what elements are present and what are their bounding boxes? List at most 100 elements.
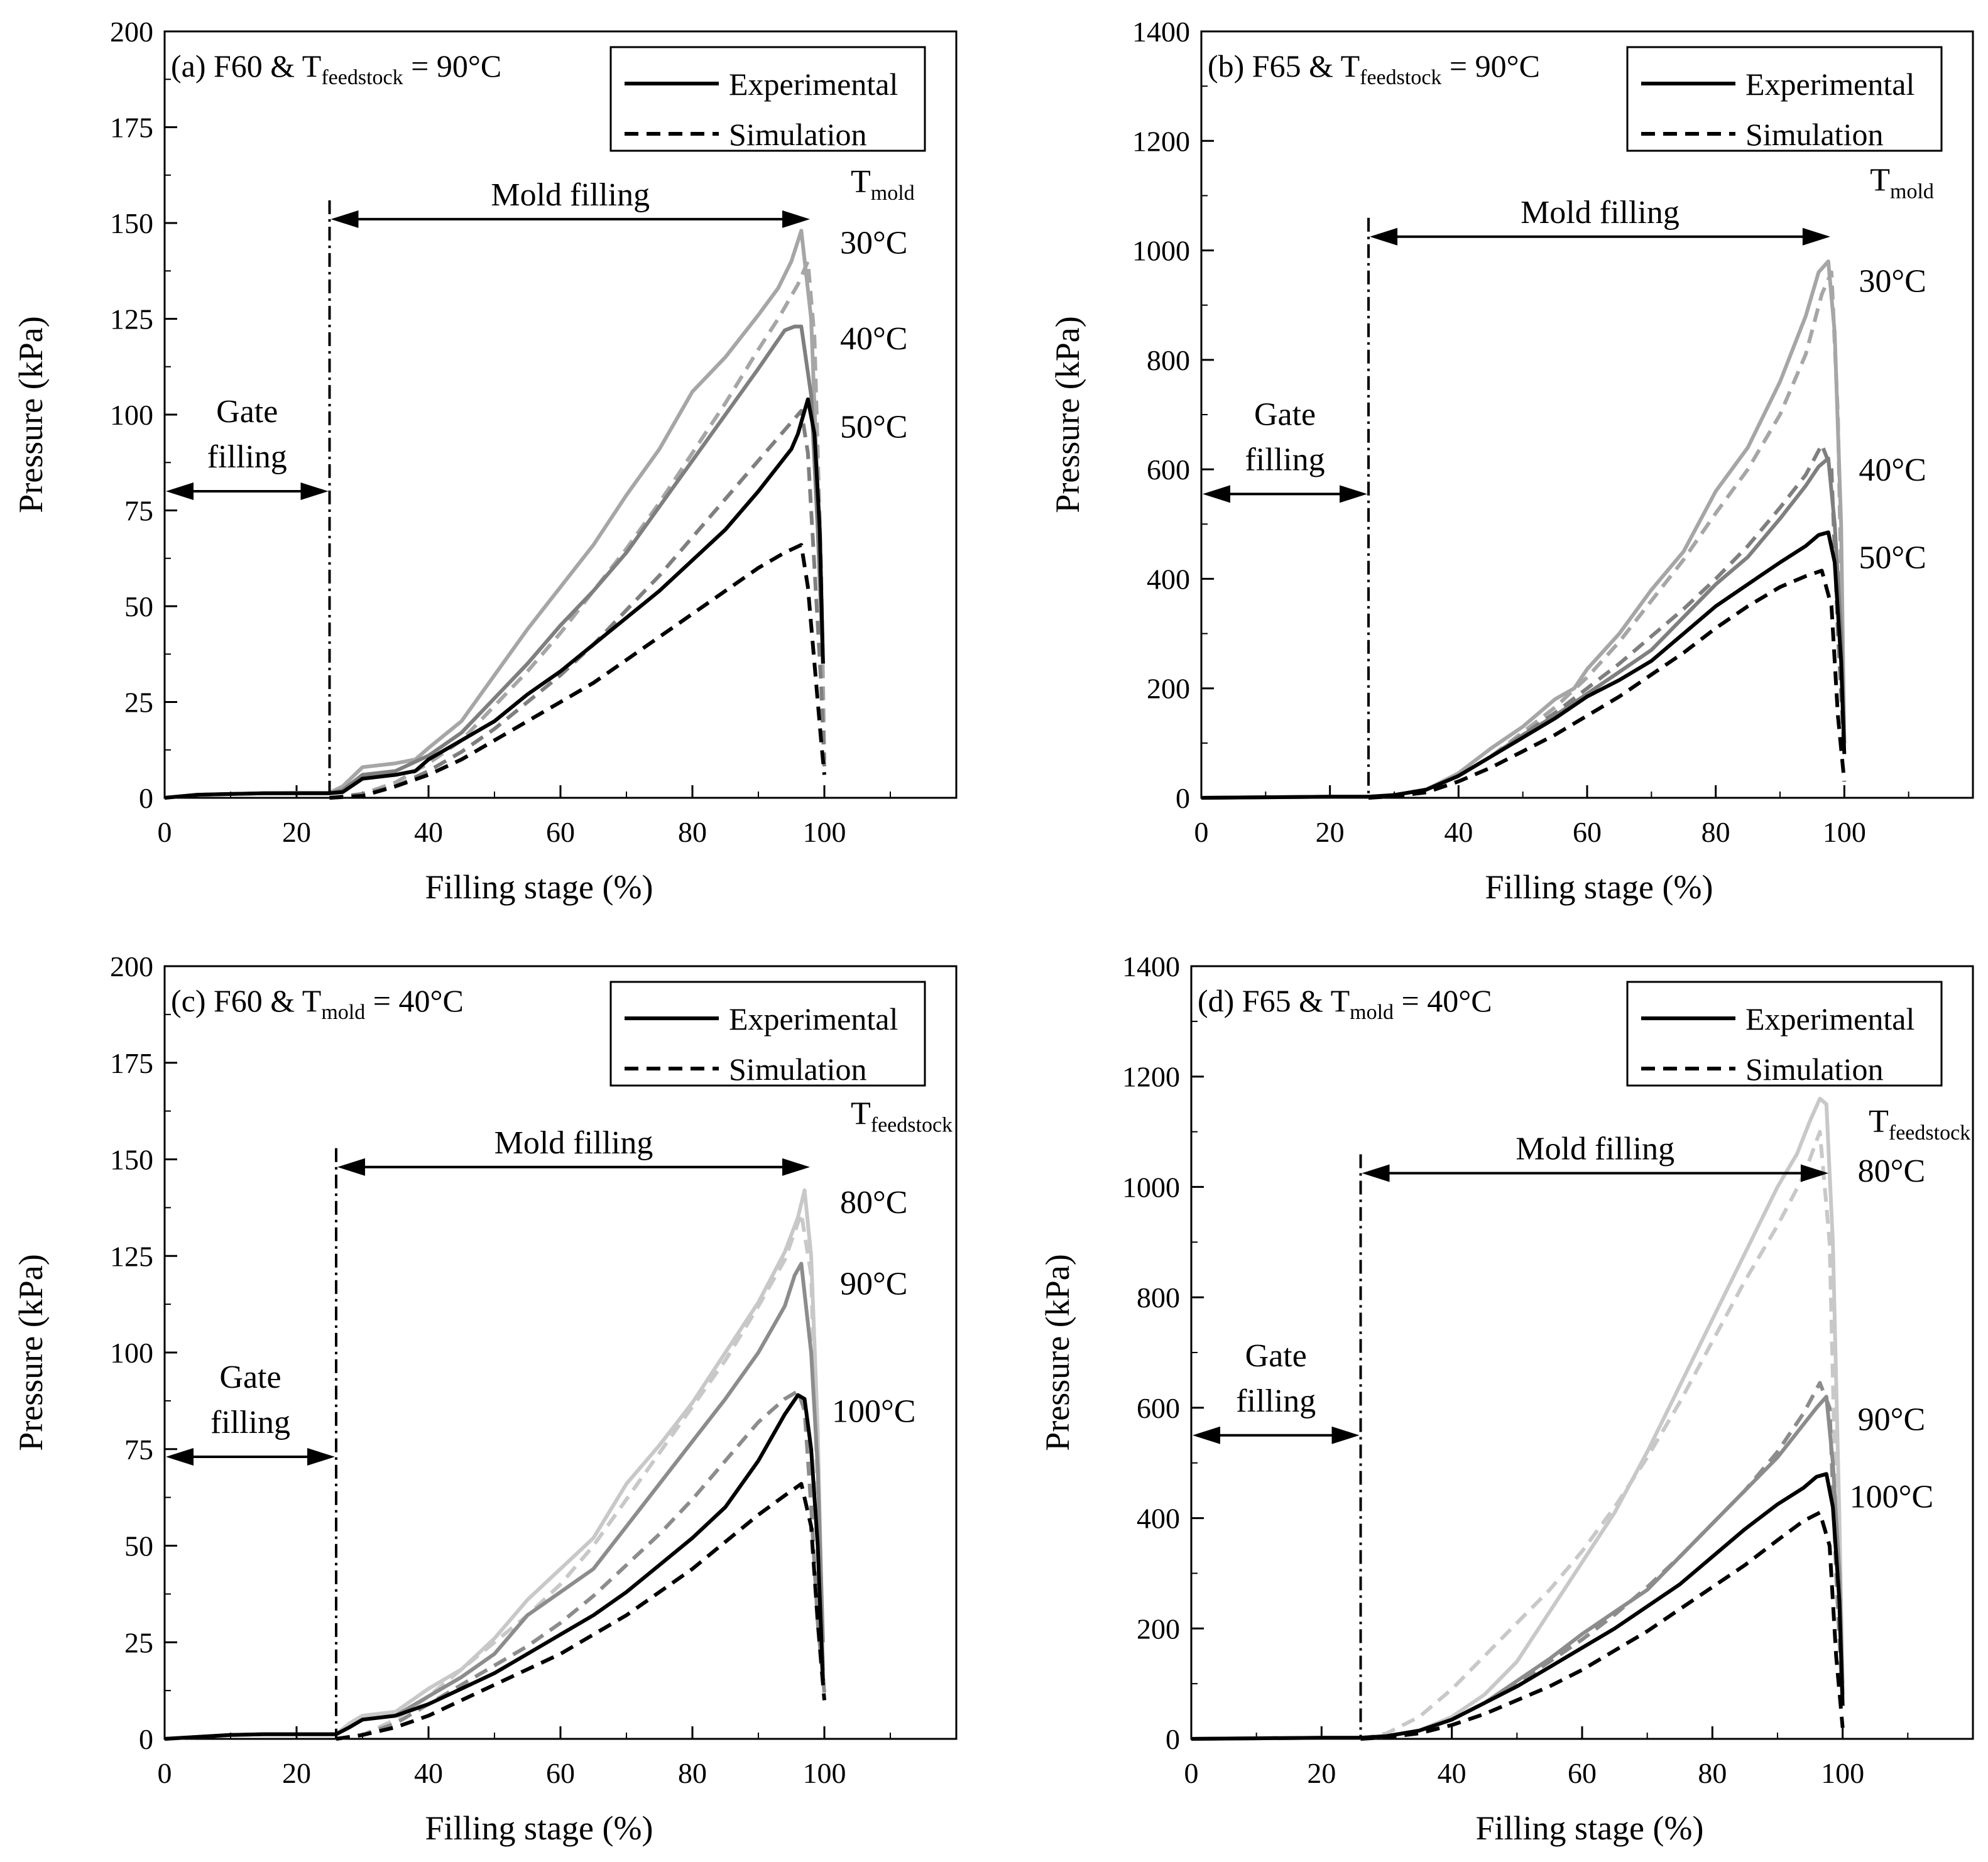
panel-b-title-rest: = 90°C [1441,48,1540,84]
panel-d-title-rest: = 40°C [1394,983,1492,1018]
panel-b-y-tick-label: 1400 [1132,16,1190,48]
panel-a-gate-arrow-head-right [300,482,329,500]
panel-d-y-tick-label: 1400 [1122,950,1180,983]
panel-b-x-tick-label: 0 [1194,816,1209,848]
panel-d-mold-arrow-head-right [1800,1164,1828,1182]
panel-a-x-tick-label: 100 [803,816,846,848]
panel-d-y-tick-label: 1200 [1122,1061,1180,1093]
panel-d-gate-arrow-head-left [1193,1426,1220,1444]
panel-a-series-simulation-40C [329,408,826,800]
panel-a-series-label: 30°C [840,226,907,261]
panel-a-y-tick-label: 75 [124,495,153,527]
panel-a-mold-label: Mold filling [491,177,650,213]
panel-c-y-tick-label: 200 [110,950,153,983]
panel-b-y-tick-label: 0 [1176,782,1190,814]
panel-d-title-subscript: mold [1350,1001,1394,1024]
panel-b-group-label: Tmold [1870,162,1934,203]
panel-a-legend-label-experimental: Experimental [729,67,898,102]
panel-c-y-tick-label: 25 [124,1626,153,1658]
panel-d-series-simulation-80C [1360,1130,1845,1741]
panel-d-group-label-main: T [1869,1104,1889,1140]
panel-c-legend-label-simulation: Simulation [729,1052,866,1087]
panel-c-y-tick-label: 50 [124,1530,153,1562]
panel-b-title-main: (b) F65 & T [1208,48,1360,84]
panel-a-y-tick-label: 175 [110,112,153,144]
panel-a-y-tick-label: 200 [110,16,153,48]
panel-c-series-label: 80°C [840,1185,907,1221]
panel-d-title-main: (d) F65 & T [1198,983,1350,1018]
panel-c-x-tick-label: 20 [282,1757,311,1789]
panel-a-title-rest: = 90°C [403,48,502,84]
panel-a-x-tick-label: 20 [282,816,311,848]
panel-c-group-label-main: T [851,1096,871,1132]
panel-b-gate-label-line2: filling [1245,442,1324,477]
panel-d-series-label: 90°C [1858,1402,1925,1437]
panel-d-chart: 0 200 400 600 800 1000 1200 1400 0 20 40 60 80 100 Fil… [1039,950,1974,1847]
panel-c-y-tick-label: 175 [110,1047,153,1079]
panel-b-x-tick-label: 20 [1316,816,1345,848]
panel-a-series-label: 40°C [840,321,907,357]
panel-c-mold-label: Mold filling [494,1125,653,1161]
panel-d-x-axis-title: Filling stage (%) [1476,1809,1704,1847]
panel-a-gate-arrow-head-left [166,482,194,500]
panel-c-series-simulation-80C [336,1211,826,1741]
panel-b-mold-arrow-head-left [1370,227,1398,246]
panel-c-gate-arrow-head-right [307,1448,335,1466]
panel-a-y-tick-label: 0 [139,782,153,814]
panel-b-x-tick-label: 40 [1444,816,1473,848]
panel-a-series-simulation-50C [329,543,826,800]
panel-d-series-label: 100°C [1850,1479,1933,1515]
panel-c-series-experimental-100C [164,1393,825,1741]
panel-a-mold-arrow-head-left [330,210,359,228]
panel-d-group-label: Tfeedstock [1869,1104,1970,1145]
panel-a-title-subscript: feedstock [321,66,403,89]
panel-b-chart: 0 200 400 600 800 1000 1200 1400 0 20 40 60 80 100 Fil… [1049,16,1974,906]
panel-c-title-main: (c) F60 & T [171,983,321,1018]
panel-d-y-tick-label: 1000 [1122,1171,1180,1203]
panel-b-y-axis-title: Pressure (kPa) [1049,316,1086,513]
panel-a-series-label: 50°C [840,409,907,445]
panel-b-mold-arrow-head-right [1802,227,1830,246]
panel-c-legend-box [609,981,926,1087]
panel-a-chart: 0 25 50 75 100 125 150 175 200 0 20 40 60 80 100 Fillin… [12,16,958,906]
panel-b-x-tick-label: 100 [1823,816,1866,848]
panel-c-gate-label-line1: Gate [219,1359,281,1395]
panel-d-y-tick-label: 200 [1137,1613,1180,1645]
panel-b-y-tick-label: 200 [1147,673,1190,705]
panel-a-y-tick-label: 100 [110,399,153,431]
panel-b-x-axis-title: Filling stage (%) [1485,868,1713,906]
panel-d-series-simulation-100C [1360,1510,1845,1741]
panel-d-x-tick-label: 40 [1438,1757,1466,1789]
panel-c-series-simulation-100C [336,1482,826,1741]
panel-a-group-label-subscript: mold [871,182,915,205]
panel-c-group-label-subscript: feedstock [871,1114,953,1137]
panel-b-y-tick-label: 600 [1147,454,1190,486]
panel-a-title: (a) F60 & Tfeedstock = 90°C [171,48,501,89]
panel-a-x-axis-title: Filling stage (%) [425,868,653,906]
panel-d-x-tick-label: 0 [1184,1757,1199,1789]
panel-b-series-label: 30°C [1859,264,1926,300]
panel-d-group-label-subscript: feedstock [1889,1121,1970,1145]
panel-c-title: (c) F60 & Tmold = 40°C [171,983,464,1024]
panel-c-x-axis-title: Filling stage (%) [425,1809,653,1847]
panel-a-y-tick-label: 50 [124,591,153,623]
panel-a-x-tick-label: 0 [158,816,172,848]
panel-c-x-tick-label: 40 [414,1757,443,1789]
panel-a-group-label-main: T [851,164,871,200]
panel-b-legend-box [1626,46,1943,152]
panel-d-y-tick-label: 800 [1137,1282,1180,1314]
panel-b-series-experimental-50C [1201,530,1847,800]
panel-c-x-tick-label: 0 [158,1757,172,1789]
panel-a-y-axis-title: Pressure (kPa) [12,316,50,513]
panel-c-group-label: Tfeedstock [851,1096,953,1137]
panel-c-mold-arrow-head-left [337,1158,365,1176]
panel-a-y-tick-label: 125 [110,303,153,335]
panel-c-gate-label-line2: filling [210,1405,290,1440]
panel-b-y-tick-label: 400 [1147,563,1190,595]
panel-b-title-subscript: feedstock [1360,66,1441,89]
panel-c-mold-arrow-head-right [782,1158,810,1176]
panel-b-x-tick-label: 60 [1573,816,1602,848]
panel-c-legend-label-experimental: Experimental [729,1001,898,1037]
panel-a-group-label: Tmold [851,164,915,205]
panel-a-title-main: (a) F60 & T [171,48,321,84]
